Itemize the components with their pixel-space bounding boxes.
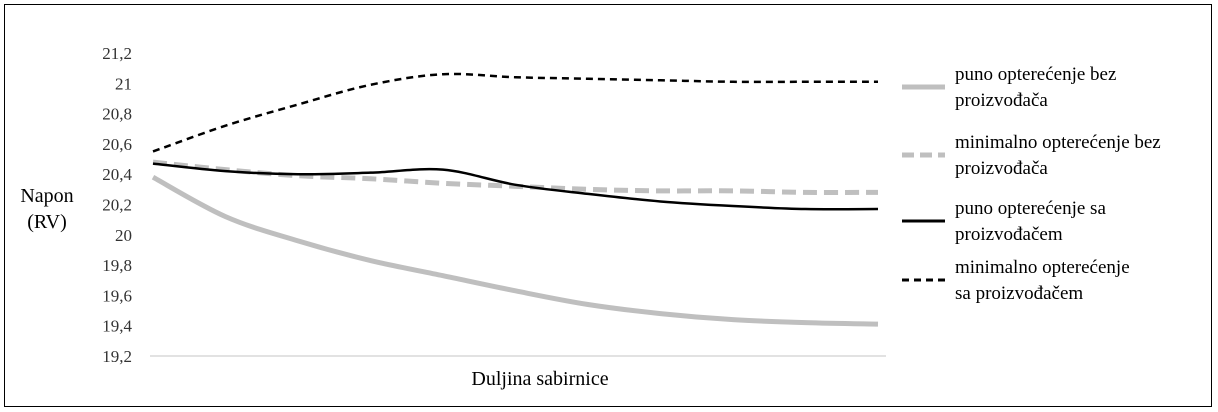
series-line-3 (152, 162, 879, 211)
y-tick-label: 19,4 (102, 317, 132, 336)
legend-label-4: minimalno opterećenje (955, 257, 1130, 278)
series-line-1 (151, 175, 879, 327)
series-line-4 (152, 72, 878, 153)
legend-label-2: minimalno opterećenje bez (955, 132, 1161, 153)
series-lines (151, 72, 879, 327)
legend-label-2: proizvođača (955, 158, 1048, 179)
y-tick-label: 19,8 (102, 256, 132, 275)
y-axis-ticks: 19,2 19,4 19,6 19,8 20 20,2 20,4 20,6 20,8 21 21,2 (102, 44, 132, 366)
y-tick-label: 21 (115, 74, 132, 93)
series-line-2 (152, 159, 879, 195)
y-tick-label: 21,2 (102, 44, 132, 63)
y-axis-label-line-1: Napon (20, 185, 73, 207)
y-tick-label: 19,2 (102, 347, 132, 366)
legend-label-1: puno opterećenje bez (955, 64, 1116, 85)
legend-label-3: puno opterećenje sa (955, 198, 1106, 219)
y-tick-label: 20,2 (102, 196, 132, 215)
y-tick-label: 19,6 (102, 286, 132, 305)
y-axis-label-line-2: (RV) (27, 211, 67, 233)
y-tick-label: 20,6 (102, 135, 132, 154)
legend-label-3: proizvođačem (955, 224, 1063, 245)
y-tick-label: 20,8 (102, 105, 132, 124)
legend: puno opterećenje bez proizvođača minimalno… (902, 64, 1161, 304)
legend-label-1: proizvođača (955, 90, 1048, 111)
y-tick-label: 20 (115, 226, 132, 245)
x-axis-label: Duljina sabirnice (471, 368, 608, 390)
legend-label-4: sa proizvođačem (955, 283, 1083, 304)
y-tick-label: 20,4 (102, 165, 132, 184)
